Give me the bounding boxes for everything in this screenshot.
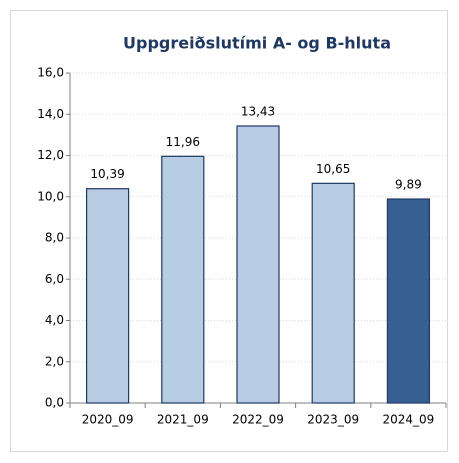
chart-title: Uppgreiðslutími A- og B-hluta <box>123 34 391 53</box>
value-label: 11,96 <box>166 135 200 149</box>
y-tick-label: 2,0 <box>45 354 64 368</box>
y-tick-label: 10,0 <box>37 189 64 203</box>
y-tick-label: 14,0 <box>37 107 64 121</box>
value-label: 13,43 <box>241 105 275 119</box>
bar <box>386 198 430 404</box>
bar <box>311 182 355 404</box>
bar <box>161 155 205 404</box>
y-tick-label: 4,0 <box>45 313 64 327</box>
y-tick-label: 6,0 <box>45 272 64 286</box>
value-label: 10,39 <box>90 167 124 181</box>
x-tick-label: 2023_09 <box>307 413 359 427</box>
bar <box>236 125 280 404</box>
y-tick-label: 0,0 <box>45 396 64 410</box>
value-label: 9,89 <box>395 178 422 192</box>
value-label: 10,65 <box>316 162 350 176</box>
x-tick-label: 2022_09 <box>232 413 284 427</box>
x-tick-label: 2020_09 <box>82 413 134 427</box>
x-tick-label: 2021_09 <box>157 413 209 427</box>
x-tick-label: 2024_09 <box>382 413 434 427</box>
y-tick-label: 16,0 <box>37 66 64 80</box>
y-tick-label: 12,0 <box>37 148 64 162</box>
chart-frame <box>10 10 448 452</box>
y-tick-label: 8,0 <box>45 231 64 245</box>
bar <box>85 188 130 404</box>
